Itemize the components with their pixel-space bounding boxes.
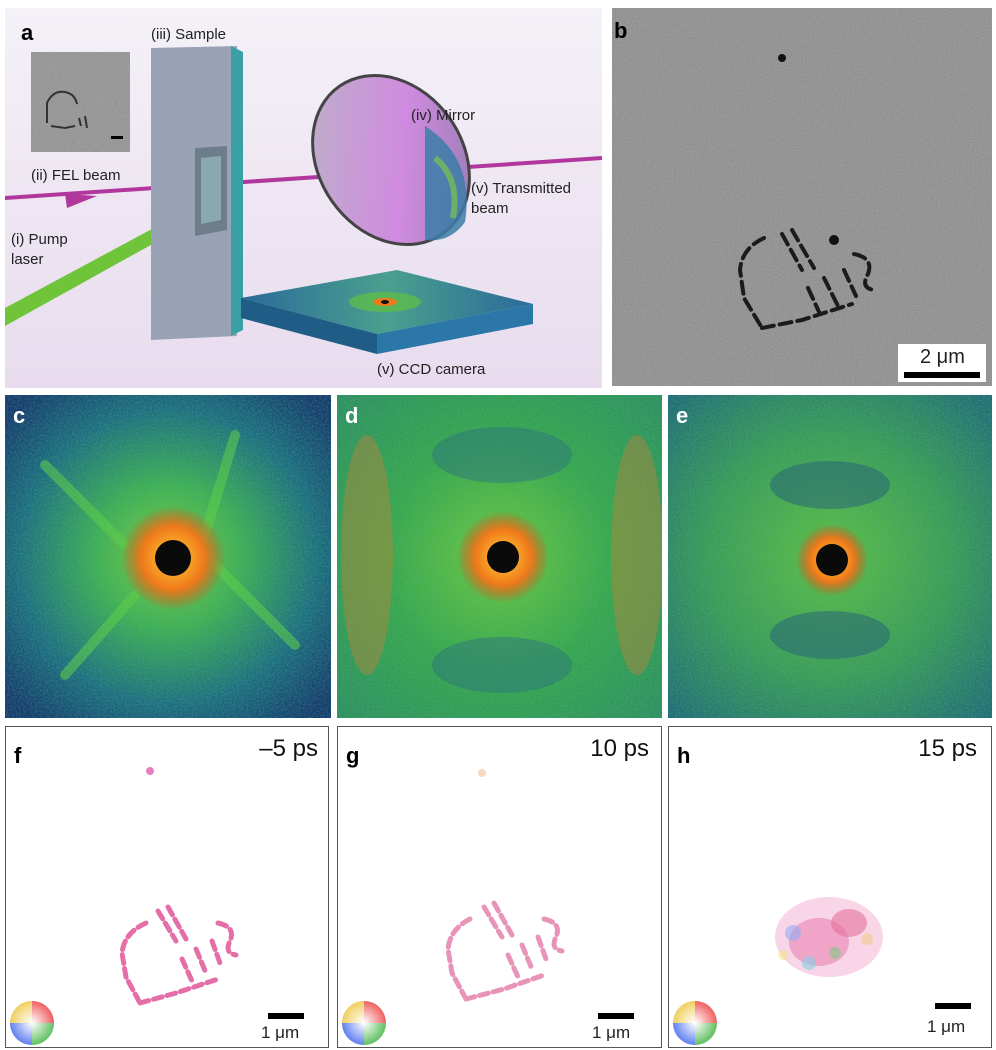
mirror <box>311 73 471 247</box>
panel-a-label: a <box>21 20 34 45</box>
panel-e: e <box>668 395 992 718</box>
panel-g-label: g <box>346 743 359 768</box>
panel-d: d <box>337 395 662 718</box>
panel-b-label: b <box>614 18 627 43</box>
reconstruction-f <box>119 904 239 1006</box>
panel-b: b 2 μm <box>612 8 992 386</box>
panel-h-label: h <box>677 743 690 768</box>
time-label-f: –5 ps <box>259 735 318 762</box>
panel-f: f –5 ps 1 μm <box>5 726 329 1048</box>
fel-beam <box>5 156 602 200</box>
panel-g: g 10 ps 1 μm <box>337 726 662 1048</box>
inset-sem-image <box>31 52 130 152</box>
time-label-h: 15 ps <box>918 735 977 762</box>
mirror-label: (iv) Mirror <box>411 107 476 124</box>
pump-laser-label: (i) Pump laser <box>11 231 68 268</box>
ccd-camera-label: (v) CCD camera <box>377 361 486 378</box>
panel-d-label: d <box>345 403 358 428</box>
fel-beam-label: (ii) FEL beam <box>31 167 121 184</box>
reconstruction-h <box>775 897 883 977</box>
sample-label: (iii) Sample <box>151 26 227 43</box>
scale-bar-label-g: 1 μm <box>592 1023 631 1042</box>
scale-bar-label-h: 1 μm <box>927 1017 966 1036</box>
panel-a: a (iii) Sample (iv) Mirror (ii) FEL beam… <box>5 8 602 388</box>
scale-bar-label-b: 2 μm <box>920 346 965 368</box>
scale-bar-label-f: 1 μm <box>261 1023 300 1042</box>
panel-c: c <box>5 395 331 718</box>
ccd-camera <box>241 270 533 354</box>
sample-slab <box>151 46 243 340</box>
transmitted-beam-label: (v) Transmitted beam <box>471 180 572 217</box>
sem-image: b <box>612 8 992 386</box>
reconstruction-g <box>445 900 565 1002</box>
sem-pattern <box>737 228 876 330</box>
panel-f-label: f <box>14 743 22 768</box>
panel-e-label: e <box>676 403 688 428</box>
setup-schematic: a <box>5 8 602 388</box>
time-label-g: 10 ps <box>590 735 649 762</box>
panel-h: h 15 ps 1 μm <box>668 726 992 1048</box>
panel-c-label: c <box>13 403 25 428</box>
